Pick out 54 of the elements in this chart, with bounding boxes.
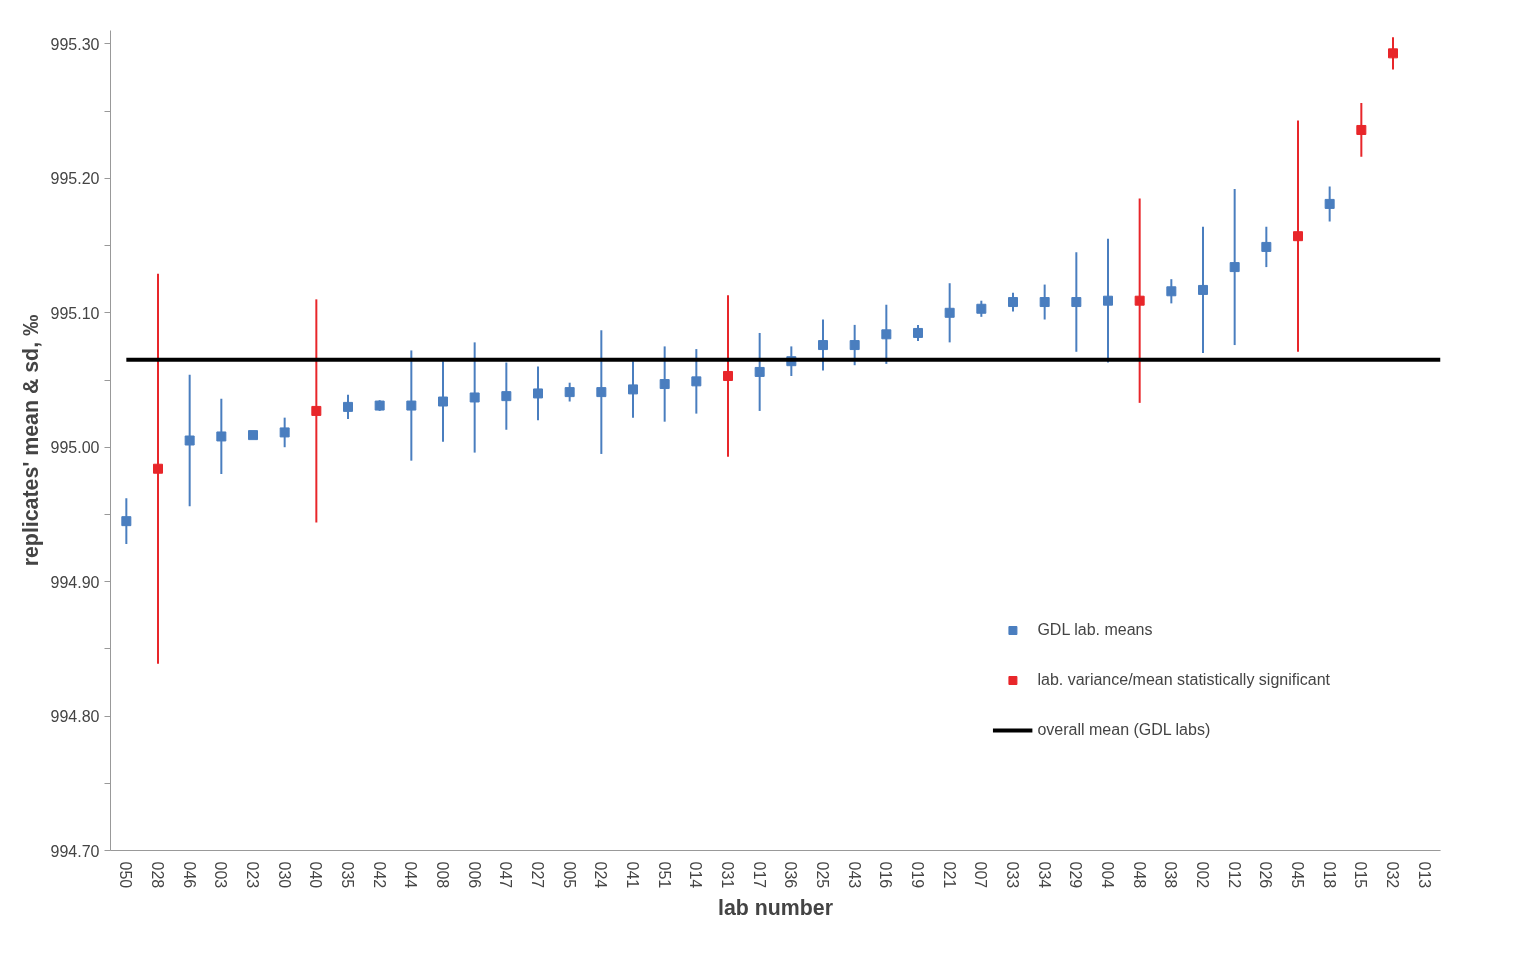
x-tick-label: 017 [750,861,768,889]
x-tick-label: 043 [845,861,863,889]
y-axis-title: replicates' mean & sd, ‰ [18,314,43,567]
y-tick-label: 995.30 [50,35,100,53]
x-tick-label: 027 [529,861,546,889]
x-tick-label: 044 [402,861,420,889]
x-tick-label: 051 [655,861,673,889]
x-tick-label: 031 [719,861,736,889]
x-tick-label: 024 [592,861,610,889]
x-tick-label: 021 [940,861,958,889]
legend-label: lab. variance/mean statistically significant [1037,671,1330,689]
x-tick-label: 038 [1162,861,1180,889]
y-tick-label: 995.10 [50,304,100,322]
x-tick-label: 030 [275,861,293,889]
x-tick-label: 008 [434,861,451,889]
x-tick-label: 019 [909,861,926,889]
x-tick-label: 047 [497,861,515,889]
legend-label: overall mean (GDL labs) [1037,721,1211,739]
x-tick-label: 034 [1035,861,1053,889]
x-tick-label: 050 [117,861,135,889]
y-tick-label: 994.80 [50,708,100,726]
x-tick-label: 028 [149,861,166,889]
x-tick-label: 035 [339,861,356,889]
x-tick-label: 033 [1004,861,1021,889]
x-tick-label: 046 [180,861,198,889]
x-tick-label: 013 [1415,861,1433,889]
legend-label: GDL lab. means [1037,621,1153,639]
x-tick-label: 048 [1130,861,1148,889]
x-tick-label: 029 [1067,861,1085,889]
x-tick-label: 026 [1257,861,1275,889]
x-tick-label: 042 [370,861,388,889]
x-tick-label: 005 [560,861,578,889]
x-axis-title: lab number [718,896,833,921]
x-tick-label: 003 [212,861,230,889]
y-tick-label: 994.90 [50,573,100,591]
x-tick-label: 004 [1099,861,1116,889]
x-tick-label: 016 [877,861,895,889]
x-tick-label: 036 [782,861,800,889]
x-tick-label: 002 [1194,861,1211,889]
y-tick-label: 995.20 [50,170,100,188]
x-tick-label: 023 [244,861,261,889]
x-tick-label: 015 [1352,861,1370,889]
x-tick-label: 007 [972,861,990,889]
x-tick-label: 040 [307,861,325,889]
y-tick-label: 994.70 [50,842,100,860]
x-tick-label: 025 [814,861,831,889]
x-tick-label: 018 [1320,861,1338,889]
x-tick-label: 032 [1384,861,1401,889]
x-tick-label: 045 [1289,861,1306,889]
x-tick-label: 041 [624,861,641,889]
x-tick-label: 012 [1225,861,1243,889]
x-tick-label: 006 [465,861,483,889]
y-tick-label: 995.00 [50,439,100,457]
x-tick-label: 014 [687,861,705,889]
